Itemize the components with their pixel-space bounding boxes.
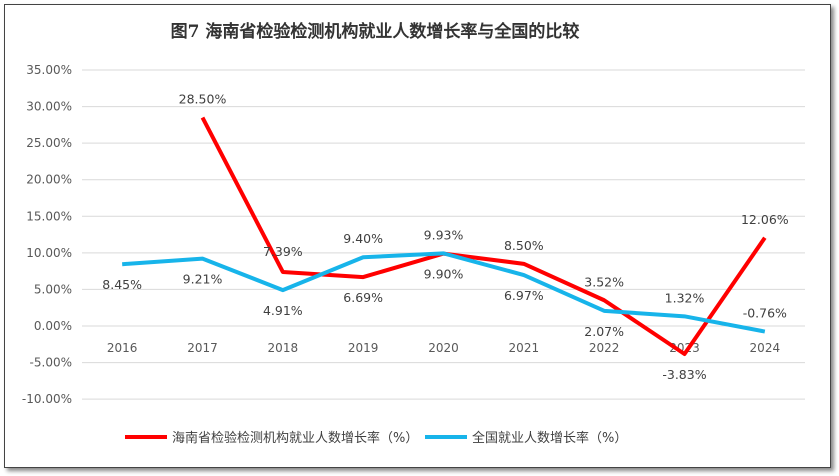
x-tick-label: 2016 bbox=[107, 341, 138, 355]
y-tick-label: 10.00% bbox=[26, 246, 72, 260]
data-label: 6.97% bbox=[504, 288, 544, 303]
data-label: 9.40% bbox=[343, 231, 383, 246]
y-tick-label: 30.00% bbox=[26, 100, 72, 114]
y-tick-label: 35.00% bbox=[26, 63, 72, 77]
data-label: 2.07% bbox=[584, 324, 624, 339]
data-label: -0.76% bbox=[743, 306, 787, 321]
data-label: 9.21% bbox=[183, 272, 223, 287]
legend-label: 海南省检验检测机构就业人数增长率（%） bbox=[172, 430, 418, 446]
data-label: 28.50% bbox=[179, 92, 227, 107]
data-label: 4.91% bbox=[263, 303, 303, 318]
y-tick-label: 15.00% bbox=[26, 209, 72, 223]
data-label: 8.50% bbox=[504, 238, 544, 253]
x-tick-label: 2020 bbox=[428, 341, 459, 355]
x-tick-label: 2017 bbox=[187, 341, 218, 355]
data-label: 9.93% bbox=[424, 227, 464, 242]
legend-label: 全国就业人数增长率（%） bbox=[472, 430, 627, 446]
x-tick-label: 2018 bbox=[268, 341, 299, 355]
series-line-0 bbox=[200, 116, 767, 357]
y-tick-label: 20.00% bbox=[26, 173, 72, 187]
x-tick-label: 2021 bbox=[509, 341, 540, 355]
y-tick-label: 25.00% bbox=[26, 136, 72, 150]
y-tick-label: 5.00% bbox=[34, 282, 72, 296]
data-label: 3.52% bbox=[584, 274, 624, 289]
chart-title: 图7 海南省检验检测机构就业人数增长率与全国的比较 bbox=[171, 21, 580, 42]
chart-frame bbox=[4, 4, 831, 468]
data-label: 9.90% bbox=[424, 267, 464, 282]
x-tick-label: 2019 bbox=[348, 341, 379, 355]
data-label: 7.39% bbox=[263, 244, 303, 259]
data-label: 12.06% bbox=[741, 212, 789, 227]
x-tick-label: 2024 bbox=[750, 341, 781, 355]
data-label: -3.83% bbox=[662, 367, 706, 382]
x-tick-label: 2022 bbox=[589, 341, 620, 355]
y-tick-label: 0.00% bbox=[34, 319, 72, 333]
data-label: 6.69% bbox=[343, 290, 383, 305]
y-tick-label: -10.00% bbox=[22, 392, 72, 406]
data-label: 1.32% bbox=[665, 290, 705, 305]
data-label: 8.45% bbox=[102, 277, 142, 292]
y-tick-label: -5.00% bbox=[30, 356, 72, 370]
